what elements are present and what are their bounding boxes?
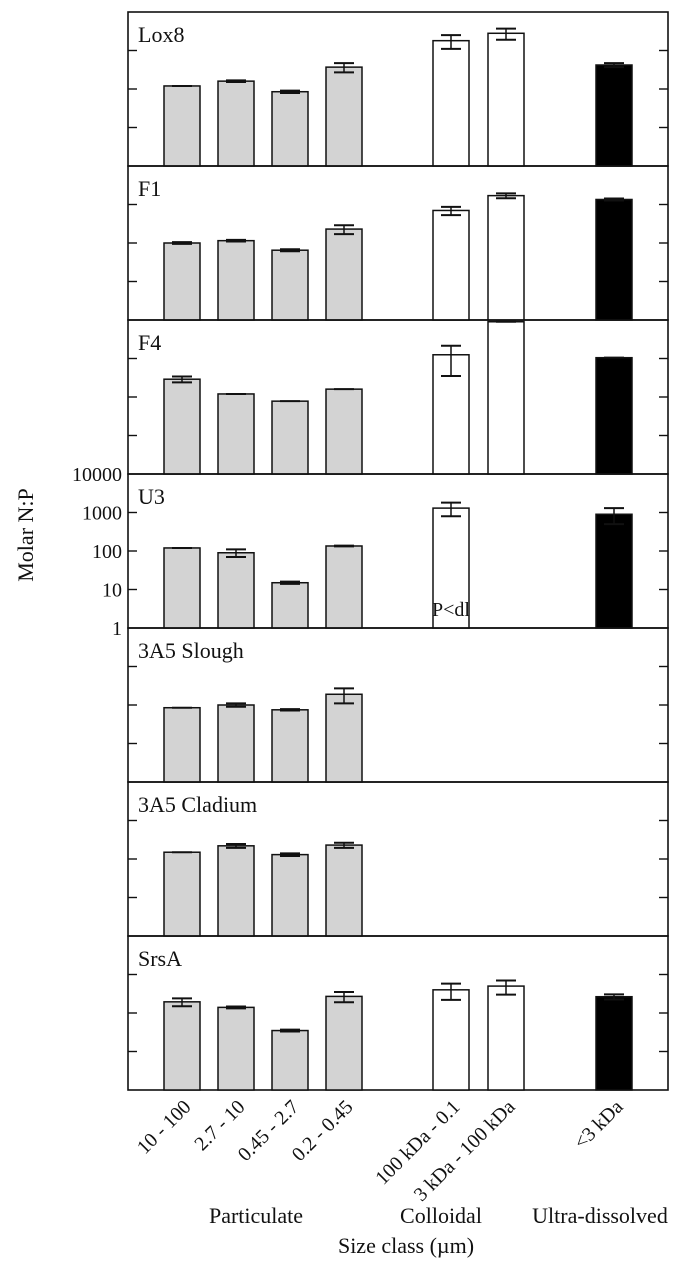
bar-u3-1	[217, 552, 255, 629]
panel-title: U3	[138, 484, 165, 509]
x-tick-label: 3 kDa - 100 kDa	[410, 1096, 520, 1206]
bar-3a5-slough-2	[271, 709, 309, 783]
bar-lox8-6	[595, 64, 633, 167]
panel-frame	[127, 11, 669, 167]
panel-frame	[127, 473, 669, 629]
bar-f1-5	[487, 194, 525, 321]
bar-u3-6	[595, 513, 633, 629]
bar-srsa-0	[163, 1001, 201, 1091]
bar-f4-0	[163, 378, 201, 475]
bar-srsa-5	[487, 985, 525, 1091]
panel-title: 3A5 Cladium	[138, 792, 257, 817]
panel-f1: F1	[127, 165, 669, 321]
bar-f4-5	[487, 321, 525, 475]
bar-lox8-0	[163, 85, 201, 167]
bar-u3-3	[325, 545, 363, 629]
bar-3a5-cladium-0	[163, 851, 201, 937]
bar-f1-1	[217, 239, 255, 321]
bar-srsa-2	[271, 1029, 309, 1091]
bar-f4-6	[595, 356, 633, 475]
bar-3a5-cladium-1	[217, 845, 255, 937]
panel-3a5-slough: 3A5 Slough	[127, 627, 669, 783]
panels: Lox8 F1 F4 1 10 100 1000 10000 U3 P<dl 3A5 Slough 3…	[72, 11, 669, 1091]
bar-3a5-cladium-3	[325, 844, 363, 937]
bar-f4-1	[217, 393, 255, 475]
bar-f4-2	[271, 400, 309, 475]
y-tick-label: 1	[112, 618, 122, 640]
bar-lox8-1	[217, 80, 255, 167]
bar-f4-3	[325, 388, 363, 475]
bar-3a5-slough-0	[163, 706, 201, 783]
bar-srsa-4	[432, 989, 470, 1091]
bar-lox8-3	[325, 66, 363, 167]
bar-lox8-4	[432, 39, 470, 167]
bar-srsa-3	[325, 995, 363, 1091]
y-axis-label: Molar N:P	[13, 488, 38, 582]
panel-frame	[127, 165, 669, 321]
y-tick-label: 10000	[72, 464, 122, 486]
bar-lox8-2	[271, 90, 309, 167]
y-tick-label: 100	[92, 541, 122, 563]
panel-srsa: SrsA	[127, 935, 669, 1091]
panel-title: F4	[138, 330, 161, 355]
panel-frame	[127, 935, 669, 1091]
group-label-particulate: Particulate	[209, 1203, 303, 1228]
y-tick-label: 10	[102, 580, 122, 602]
bar-f1-3	[325, 228, 363, 321]
panel-lox8: Lox8	[127, 11, 669, 167]
panel-frame	[127, 319, 669, 475]
bar-srsa-6	[595, 995, 633, 1091]
y-tick-label: 1000	[82, 503, 122, 525]
bar-u3-2	[271, 581, 309, 629]
group-label-ultra-dissolved: Ultra-dissolved	[532, 1203, 668, 1228]
group-label-colloidal: Colloidal	[400, 1203, 482, 1228]
panel-title: SrsA	[138, 946, 182, 971]
panel-title: 3A5 Slough	[138, 638, 244, 663]
panel-u3: 1 10 100 1000 10000 U3 P<dl	[72, 464, 669, 640]
annotation-p-below-dl: P<dl	[432, 599, 470, 621]
bar-3a5-cladium-2	[271, 853, 309, 937]
panel-title: Lox8	[138, 22, 184, 47]
x-axis-label: Size class (µm)	[338, 1233, 474, 1258]
bar-f1-6	[595, 198, 633, 321]
x-tick-label: 10 - 100	[133, 1096, 196, 1159]
bar-f1-0	[163, 242, 201, 321]
panel-title: F1	[138, 176, 161, 201]
bar-srsa-1	[217, 1006, 255, 1091]
bar-f1-4	[432, 209, 470, 321]
bar-3a5-slough-3	[325, 693, 363, 783]
bar-u3-0	[163, 547, 201, 629]
bar-lox8-5	[487, 32, 525, 167]
bar-3a5-slough-1	[217, 704, 255, 783]
bar-f1-2	[271, 249, 309, 321]
x-tick-label: <3 kDa	[570, 1096, 628, 1154]
panel-3a5-cladium: 3A5 Cladium	[127, 781, 669, 937]
panel-f4: F4	[127, 319, 669, 475]
